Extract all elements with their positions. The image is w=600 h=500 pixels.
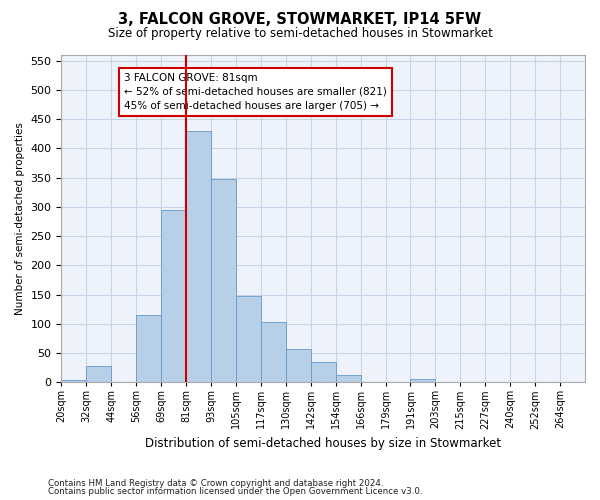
Bar: [86, 366, 111, 382]
Bar: [261, 322, 286, 382]
Bar: [410, 380, 436, 382]
Y-axis label: Number of semi-detached properties: Number of semi-detached properties: [15, 122, 25, 315]
Bar: [335, 374, 361, 382]
Bar: [311, 362, 335, 382]
Text: Contains public sector information licensed under the Open Government Licence v3: Contains public sector information licen…: [48, 487, 422, 496]
Text: 3 FALCON GROVE: 81sqm
← 52% of semi-detached houses are smaller (821)
45% of sem: 3 FALCON GROVE: 81sqm ← 52% of semi-deta…: [124, 73, 387, 111]
Bar: [211, 179, 236, 382]
Bar: [286, 349, 311, 382]
Bar: [136, 315, 161, 382]
Bar: [236, 296, 261, 382]
Text: Size of property relative to semi-detached houses in Stowmarket: Size of property relative to semi-detach…: [107, 28, 493, 40]
X-axis label: Distribution of semi-detached houses by size in Stowmarket: Distribution of semi-detached houses by …: [145, 437, 501, 450]
Bar: [61, 380, 86, 382]
Bar: [186, 131, 211, 382]
Text: Contains HM Land Registry data © Crown copyright and database right 2024.: Contains HM Land Registry data © Crown c…: [48, 478, 383, 488]
Bar: [161, 210, 186, 382]
Text: 3, FALCON GROVE, STOWMARKET, IP14 5FW: 3, FALCON GROVE, STOWMARKET, IP14 5FW: [118, 12, 482, 28]
